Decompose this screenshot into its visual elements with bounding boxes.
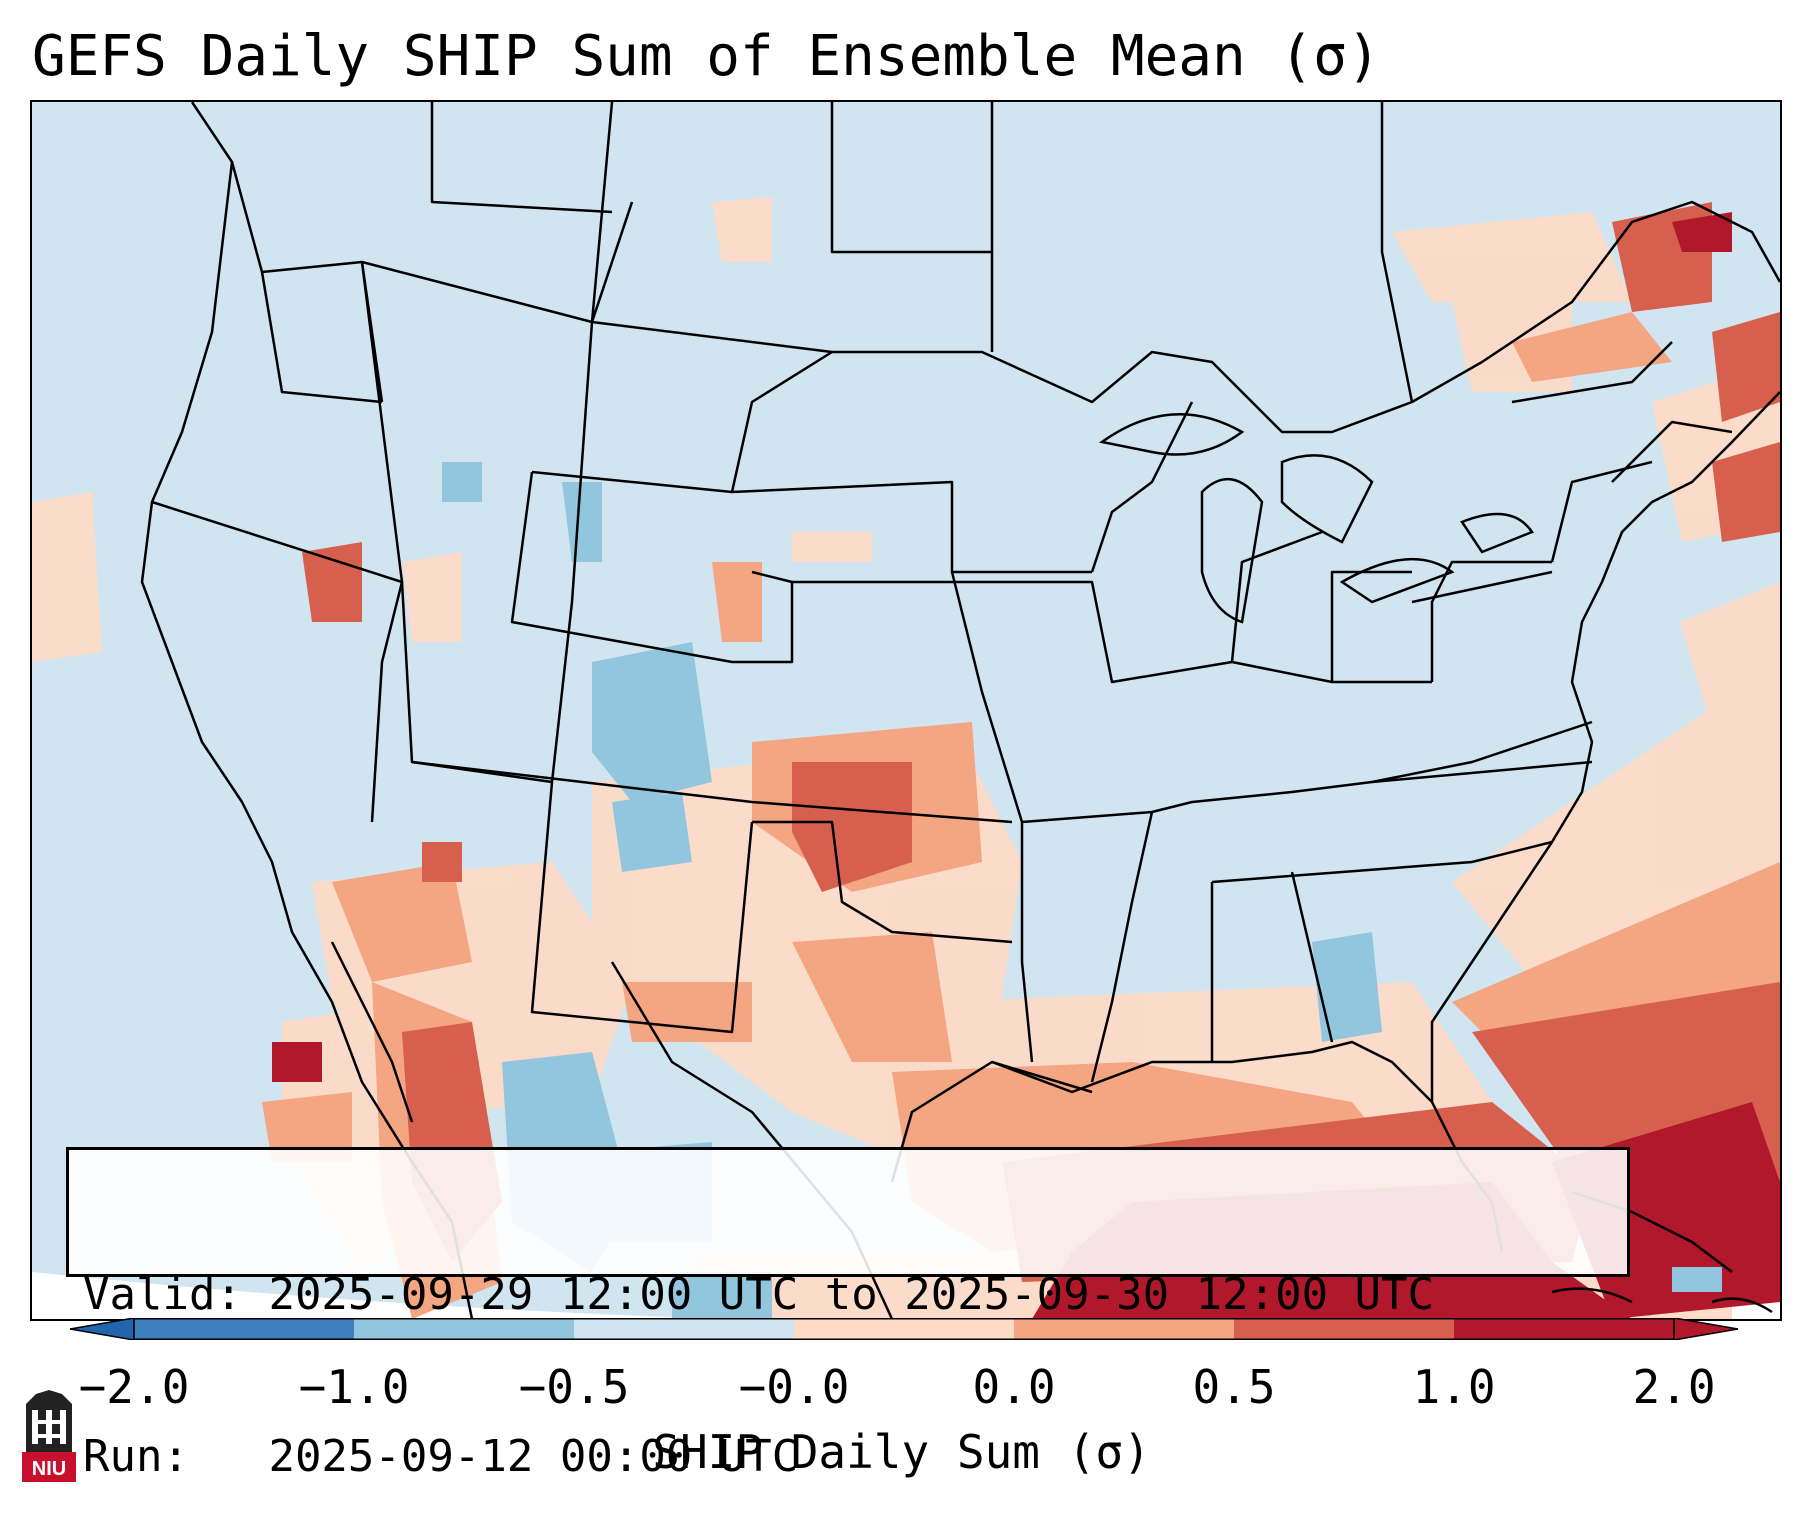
colorbar-tick-label: 1.0 — [1412, 1360, 1496, 1414]
colorbar-tick-label: 0.0 — [972, 1360, 1056, 1414]
colorbar-tick-label: −1.0 — [298, 1360, 410, 1414]
colorbar-label: SHIP Daily Sum (σ) — [652, 1425, 1151, 1479]
colorbar-tick-label: −0.5 — [518, 1360, 630, 1414]
valid-row: Valid: 2025-09-29 12:00 UTC to 2025-09-3… — [83, 1268, 1627, 1322]
colorbar-frame — [133, 1318, 1675, 1340]
colorbar-tick-label: 2.0 — [1632, 1360, 1716, 1414]
valid-run-info-box: Valid: 2025-09-29 12:00 UTC to 2025-09-3… — [66, 1147, 1630, 1482]
logo-text: NIU — [32, 1458, 66, 1480]
valid-value: 2025-09-29 12:00 UTC to 2025-09-30 12:00… — [268, 1269, 1435, 1320]
great-lakes — [1098, 412, 1534, 624]
colorbar-segment — [1014, 1318, 1235, 1340]
colorbar-segment — [354, 1318, 575, 1340]
colorbar-segment — [574, 1318, 795, 1340]
political-borders — [140, 102, 1780, 1319]
colorbar-extend-low — [70, 1318, 135, 1340]
colorbar — [70, 1318, 1738, 1340]
colorbar-tick-label: −2.0 — [78, 1360, 190, 1414]
map-canvas — [32, 102, 1780, 1319]
colorbar-segment — [794, 1318, 1015, 1340]
run-label: Run: — [83, 1431, 189, 1482]
chart-title: GEFS Daily SHIP Sum of Ensemble Mean (σ) — [32, 24, 1381, 89]
run-value: 2025-09-12 00:00 UTC — [268, 1431, 799, 1482]
map-panel[interactable] — [30, 100, 1782, 1321]
colorbar-segment — [1234, 1318, 1455, 1340]
colorbar-tick-label: −0.0 — [738, 1360, 850, 1414]
colorbar-tick-label: 0.5 — [1192, 1360, 1276, 1414]
colorbar-segment — [134, 1318, 355, 1340]
valid-label: Valid: — [83, 1269, 242, 1320]
niu-logo: NIU — [22, 1390, 76, 1482]
colorbar-segment — [1454, 1318, 1675, 1340]
colorbar-extend-high — [1673, 1318, 1738, 1340]
run-row: Run: 2025-09-12 00:00 UTC — [83, 1430, 1627, 1484]
